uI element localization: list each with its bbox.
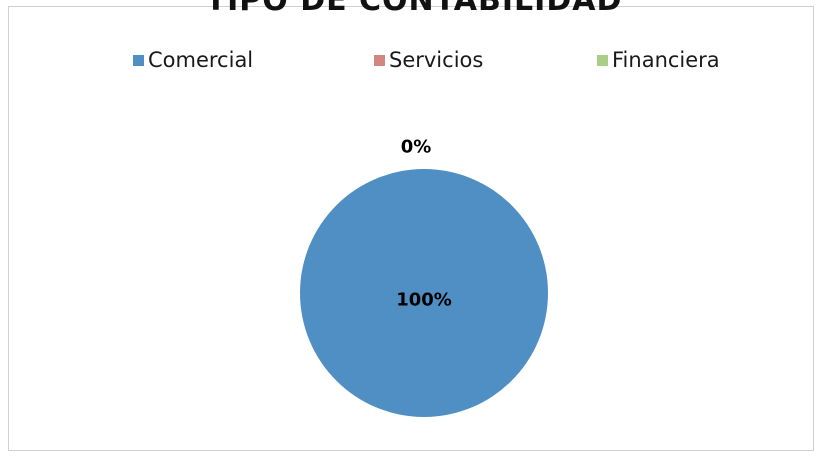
legend-label-financiera: Financiera [612,48,720,72]
data-label-comercial: 100% [396,289,452,311]
pie-slice-comercial [300,169,548,417]
legend-label-servicios: Servicios [389,48,484,72]
data-label-small-slices: 0% [400,136,432,158]
legend-swatch-comercial [133,54,144,66]
chart-title: TIPO DE CONTABILIDAD [205,0,623,18]
legend-item-servicios: Servicios [374,48,483,72]
legend-item-comercial: Comercial [133,48,253,72]
legend-item-financiera: Financiera [597,48,720,72]
legend-swatch-servicios [374,54,385,66]
chart-legend: Comercial Servicios Financiera [0,48,828,78]
legend-swatch-financiera [597,54,608,66]
legend-label-comercial: Comercial [148,48,254,72]
